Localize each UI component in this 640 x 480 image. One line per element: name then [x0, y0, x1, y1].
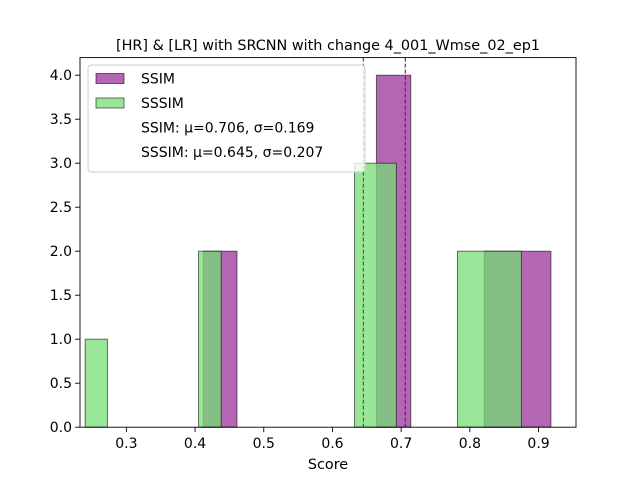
- legend: SSIM SSSIM SSIM: μ=0.706, σ=0.169 SSSIM: μ=…: [87, 64, 366, 173]
- plot-area-frame: [79, 57, 577, 428]
- legend-box: [87, 64, 366, 173]
- y-axis-ticks: 0.0 0.5 1.0 1.5 2.0 2.5 3.0 3.5 4.0: [50, 68, 80, 436]
- x-tick-label: 0.7: [390, 436, 412, 452]
- bar-sssim-1: [198, 250, 222, 428]
- y-tick-label: 0.5: [50, 376, 72, 392]
- y-tick-label: 4.0: [50, 68, 72, 84]
- x-tick-label: 0.4: [184, 436, 206, 452]
- y-tick-label: 2.5: [50, 200, 72, 216]
- y-tick-label: 3.5: [50, 112, 72, 128]
- x-tick-label: 0.8: [459, 436, 481, 452]
- chart-title: [HR] & [LR] with SRCNN with change 4_001…: [116, 38, 540, 54]
- x-axis-label: Score: [308, 457, 348, 473]
- y-tick-label: 1.0: [50, 332, 72, 348]
- legend-label: SSSIM: [141, 96, 184, 112]
- x-tick-label: 0.6: [321, 436, 343, 452]
- x-tick-label: 0.5: [253, 436, 275, 452]
- y-tick-label: 1.5: [50, 288, 72, 304]
- legend-swatch-sssim: [95, 97, 125, 109]
- legend-label: SSSIM: μ=0.645, σ=0.207: [141, 145, 323, 161]
- bar-sssim-3: [456, 250, 522, 428]
- legend-label: SSIM: μ=0.706, σ=0.169: [141, 121, 314, 137]
- x-tick-label: 0.9: [527, 436, 549, 452]
- bar-sssim-2: [353, 162, 397, 428]
- legend-swatch-ssim: [95, 73, 125, 84]
- y-tick-label: 0.0: [50, 420, 72, 436]
- y-tick-label: 2.0: [50, 244, 72, 260]
- x-tick-label: 0.3: [115, 436, 137, 452]
- x-axis-ticks: 0.3 0.4 0.5 0.6 0.7 0.8 0.9: [115, 427, 550, 452]
- y-tick-label: 3.0: [50, 156, 72, 172]
- bar-sssim-0: [84, 338, 108, 428]
- bars-layer: [84, 74, 552, 428]
- legend-label: SSIM: [141, 72, 175, 88]
